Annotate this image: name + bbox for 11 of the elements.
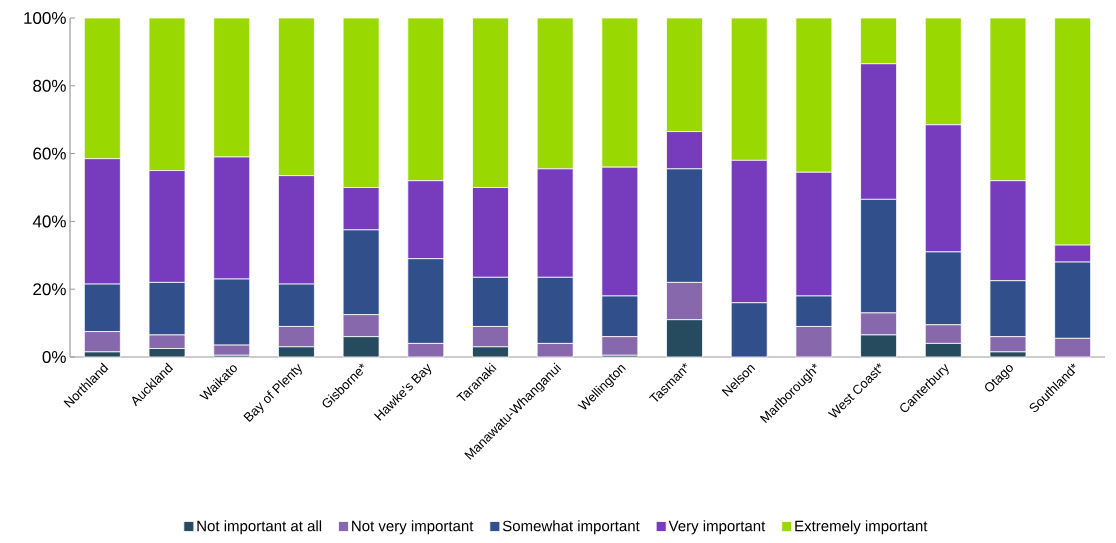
y-tick-label: 0%: [42, 350, 66, 364]
legend-label: Extremely important: [795, 520, 928, 535]
y-tick-label: 40%: [32, 215, 66, 228]
y-tick-label: 20%: [33, 283, 66, 296]
y-tick-label: 100%: [24, 11, 66, 25]
y-tick-label: 80%: [33, 79, 66, 92]
y-tick-label: 60%: [33, 147, 66, 160]
legend-label: Not important at all: [197, 520, 322, 535]
legend-label: Not very important: [352, 520, 474, 535]
legend-label: Somewhat important: [502, 520, 640, 535]
legend-label: Very important: [668, 520, 766, 535]
